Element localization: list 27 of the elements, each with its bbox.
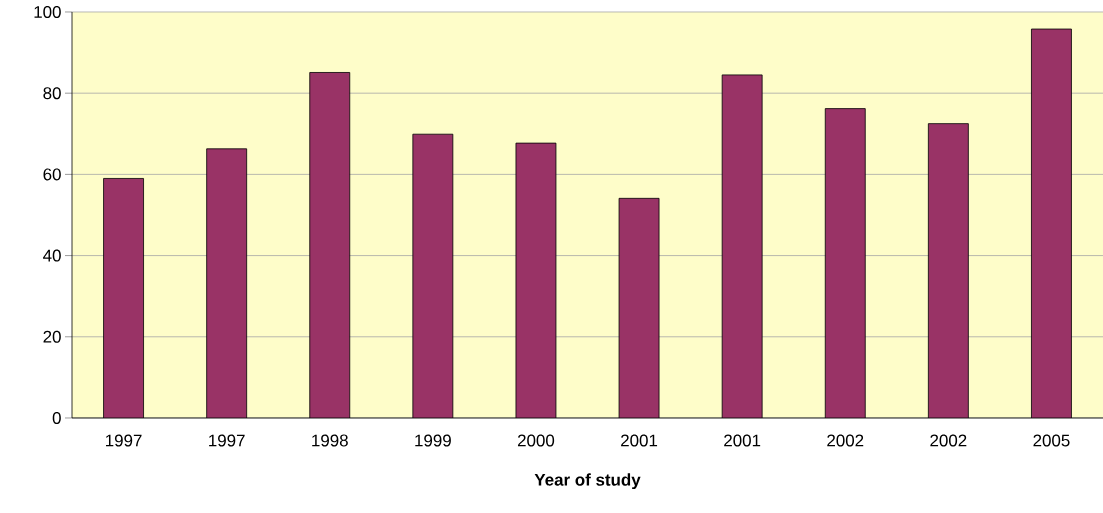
bar (206, 148, 247, 418)
x-axis-title: Year of study (534, 473, 641, 490)
y-tick-label: 40 (43, 249, 61, 262)
x-tick-label: 1999 (415, 434, 451, 447)
x-tick-label: 2001 (724, 434, 761, 447)
bar (825, 108, 866, 418)
bar (103, 178, 144, 418)
y-tick-label: 60 (43, 168, 61, 181)
x-tick-label: 2001 (621, 434, 658, 447)
bar (928, 123, 969, 418)
bar (1031, 28, 1072, 418)
bar (722, 74, 763, 418)
x-tick-label: 2000 (517, 434, 555, 447)
x-tick-label: 2005 (1033, 434, 1070, 447)
x-tick-label: 2002 (827, 434, 864, 447)
x-tick-label: 2002 (930, 434, 967, 447)
y-tick-label: 20 (43, 330, 61, 343)
bar (412, 134, 453, 418)
y-tick-label: 100 (34, 5, 61, 18)
y-tick-label: 80 (43, 87, 61, 100)
x-tick-label: 1997 (209, 434, 245, 447)
bar (619, 198, 660, 418)
y-tick-label: 0 (52, 411, 61, 424)
x-tick-label: 1997 (106, 434, 142, 447)
bar (309, 72, 350, 418)
bar (515, 143, 556, 418)
x-tick-label: 1998 (312, 434, 348, 447)
